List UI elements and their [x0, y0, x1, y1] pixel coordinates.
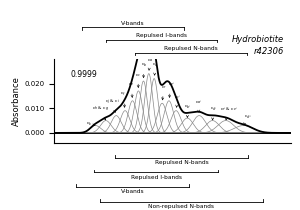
Text: V-bands: V-bands	[121, 189, 144, 194]
Text: Non-repulsed N-bands: Non-repulsed N-bands	[148, 204, 214, 209]
Text: 0.9999: 0.9999	[70, 70, 97, 79]
Text: c$_e$: c$_e$	[128, 82, 134, 97]
Text: Repulsed N-bands: Repulsed N-bands	[164, 46, 218, 51]
Text: c$_{b'}$: c$_{b'}$	[184, 103, 191, 117]
Text: c$_c$: c$_c$	[135, 72, 141, 88]
Text: c$_{d'}$: c$_{d'}$	[210, 106, 217, 120]
Text: c$_{r'}$ & c$_{e'}$: c$_{r'}$ & c$_{e'}$	[220, 106, 238, 120]
Text: Repulsed N-bands: Repulsed N-bands	[154, 160, 208, 165]
Text: c$_a$: c$_a$	[147, 57, 153, 70]
Text: c$_b$: c$_b$	[141, 61, 147, 78]
Text: V-bands: V-bands	[122, 21, 145, 26]
Text: Repulsed I-bands: Repulsed I-bands	[136, 33, 187, 38]
Text: c$_{c'}$: c$_{c'}$	[174, 94, 181, 107]
Text: c$_h$ & c$_g$: c$_h$ & c$_g$	[92, 104, 109, 120]
Text: c$_k$: c$_k$	[86, 121, 95, 128]
Text: c$_r$: c$_r$	[161, 84, 167, 100]
Text: c$_j$ & c$_i$: c$_j$ & c$_i$	[105, 97, 120, 112]
Text: Hydrobiotite
r42306: Hydrobiotite r42306	[232, 35, 284, 56]
Text: c$_{a'}$: c$_{a'}$	[195, 99, 202, 112]
Text: c$_f$: c$_f$	[120, 91, 126, 107]
Text: c$_d$: c$_d$	[152, 61, 159, 75]
Text: Repulsed I-bands: Repulsed I-bands	[131, 175, 182, 180]
Text: c$_{e'}$: c$_{e'}$	[167, 82, 175, 97]
Y-axis label: Absorbance: Absorbance	[12, 76, 21, 126]
Text: c$_{d''}$: c$_{d''}$	[244, 113, 252, 125]
